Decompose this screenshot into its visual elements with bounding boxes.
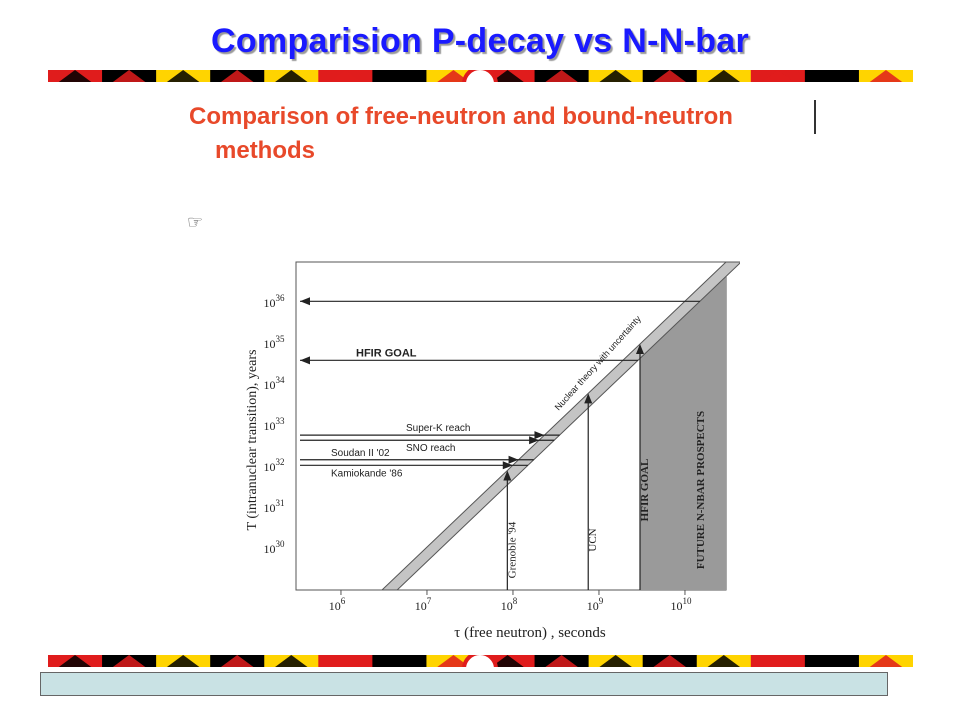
flag-diagonal bbox=[545, 70, 578, 82]
footer-box bbox=[40, 672, 888, 696]
arrow-left-icon bbox=[300, 297, 310, 306]
vertical-limit-label: HFIR GOAL bbox=[639, 459, 651, 522]
y-tick-label: 1032 bbox=[264, 457, 285, 474]
flag-diagonal bbox=[491, 70, 524, 82]
horizontal-limit-label: SNO reach bbox=[406, 443, 455, 454]
flag-diagonal bbox=[815, 70, 849, 82]
x-tick-label: 1010 bbox=[670, 596, 692, 613]
flag-diagonal bbox=[275, 70, 308, 82]
flag-diagonal bbox=[599, 655, 632, 667]
arrow-up-icon bbox=[503, 470, 512, 481]
y-tick-label: 1036 bbox=[264, 293, 286, 310]
flag-diagonal bbox=[869, 70, 903, 82]
arrow-right-icon bbox=[508, 455, 519, 464]
flag-diagonal bbox=[437, 655, 470, 667]
flag-diagonal bbox=[707, 655, 740, 667]
heading-line-2: methods bbox=[215, 137, 316, 164]
horizontal-limit-label: Kamiokande '86 bbox=[331, 468, 403, 479]
y-tick-label: 1030 bbox=[264, 539, 286, 556]
flag-diagonal bbox=[545, 655, 578, 667]
embedded-heading: Comparison of free-neutron and bound-neu… bbox=[189, 100, 819, 168]
flag-diagonal bbox=[329, 655, 362, 667]
y-tick-label: 1031 bbox=[264, 498, 285, 515]
horizontal-limit-label: Super-K reach bbox=[406, 423, 470, 434]
theory-band bbox=[381, 261, 740, 590]
slide-title: Comparision P-decay vs N-N-bar bbox=[210, 22, 750, 60]
flag-diagonal bbox=[166, 655, 200, 667]
y-axis-label: T (intranuclear transition), years bbox=[245, 350, 260, 531]
flag-crest bbox=[462, 70, 498, 82]
flag-diagonal bbox=[869, 655, 903, 667]
x-tick-label: 107 bbox=[415, 596, 432, 613]
x-axis-label: τ (free neutron) , seconds bbox=[454, 625, 606, 641]
pointing-hand-icon: ☞ bbox=[187, 212, 204, 233]
arrow-up-icon bbox=[584, 393, 593, 404]
flag-diagonal bbox=[491, 655, 524, 667]
x-tick-label: 108 bbox=[501, 596, 518, 613]
flag-diagonal bbox=[58, 70, 92, 82]
y-tick-label: 1035 bbox=[264, 334, 286, 351]
flag-diagonal bbox=[653, 655, 686, 667]
flag-diagonal bbox=[761, 655, 795, 667]
flag-diagonal bbox=[275, 655, 308, 667]
y-tick-label: 1033 bbox=[264, 416, 286, 433]
vertical-limit-label: UCN bbox=[587, 528, 599, 551]
flag-diagonal bbox=[437, 70, 470, 82]
flag-diagonal bbox=[383, 70, 416, 82]
vertical-limit-label: Grenoble '94 bbox=[506, 521, 518, 578]
x-tick-label: 106 bbox=[329, 596, 346, 613]
chart: FUTURE N-NBAR PROSPECTS Nuclear theory w… bbox=[245, 261, 740, 641]
x-tick-label: 109 bbox=[587, 596, 604, 613]
flag-diagonal bbox=[58, 655, 92, 667]
horizontal-limit-label: HFIR GOAL bbox=[356, 347, 417, 359]
flag-stripe-bottom bbox=[48, 655, 913, 667]
flag-diagonal bbox=[815, 655, 849, 667]
arrow-up-icon bbox=[636, 344, 644, 354]
flag-diagonal bbox=[221, 70, 254, 82]
horizontal-limit-label: Soudan II '02 bbox=[331, 448, 390, 459]
arrow-right-icon bbox=[534, 431, 545, 440]
flag-diagonal bbox=[653, 70, 686, 82]
flag-diagonal bbox=[761, 70, 795, 82]
flag-diagonal bbox=[707, 70, 740, 82]
arrow-right-icon bbox=[529, 436, 540, 445]
flag-diagonal bbox=[329, 70, 362, 82]
flag-diagonal bbox=[112, 70, 146, 82]
flag-diagonal bbox=[599, 70, 632, 82]
flag-stripe-top bbox=[48, 70, 913, 82]
flag-diagonal bbox=[112, 655, 146, 667]
arrow-right-icon bbox=[502, 461, 513, 470]
flag-diagonal bbox=[221, 655, 254, 667]
shaded-region-future bbox=[640, 262, 726, 590]
flag-diagonal bbox=[383, 655, 416, 667]
shaded-region-label: FUTURE N-NBAR PROSPECTS bbox=[695, 411, 707, 569]
heading-line-1: Comparison of free-neutron and bound-neu… bbox=[189, 100, 816, 134]
flag-diagonal bbox=[166, 70, 200, 82]
arrow-left-icon bbox=[300, 356, 310, 365]
y-tick-label: 1034 bbox=[264, 375, 286, 392]
flag-crest bbox=[462, 655, 498, 667]
